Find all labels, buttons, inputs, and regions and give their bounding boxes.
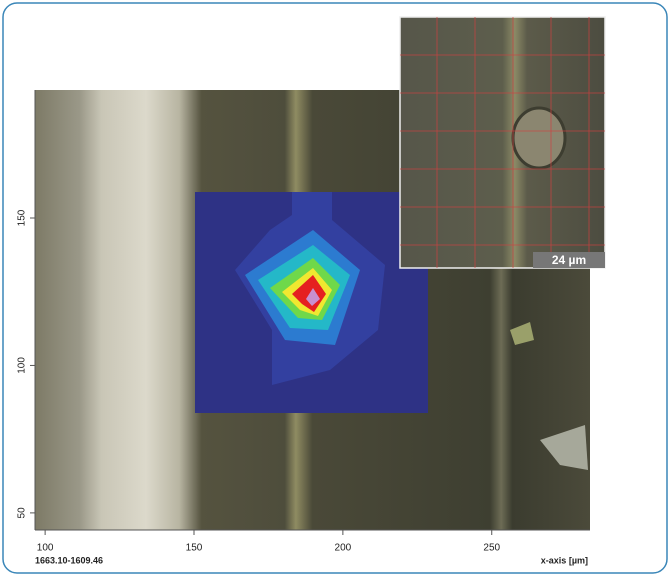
inset: 24 µm: [399, 16, 606, 269]
raman-map: [195, 192, 428, 413]
corner-label: 1663.10-1609.46: [35, 555, 103, 565]
x-tick-label: 100: [37, 543, 54, 554]
x-tick-label: 250: [483, 543, 500, 554]
x-tick-label: 150: [186, 543, 203, 554]
y-tick-label: 100: [17, 357, 28, 374]
x-axis-label: x-axis [µm]: [541, 555, 588, 565]
scale-bar-label: 24 µm: [552, 253, 586, 267]
y-tick-label: 150: [17, 209, 28, 226]
x-tick-label: 200: [335, 543, 352, 554]
particle: [540, 425, 588, 470]
y-tick-label: 50: [17, 507, 28, 519]
particle: [510, 322, 534, 345]
